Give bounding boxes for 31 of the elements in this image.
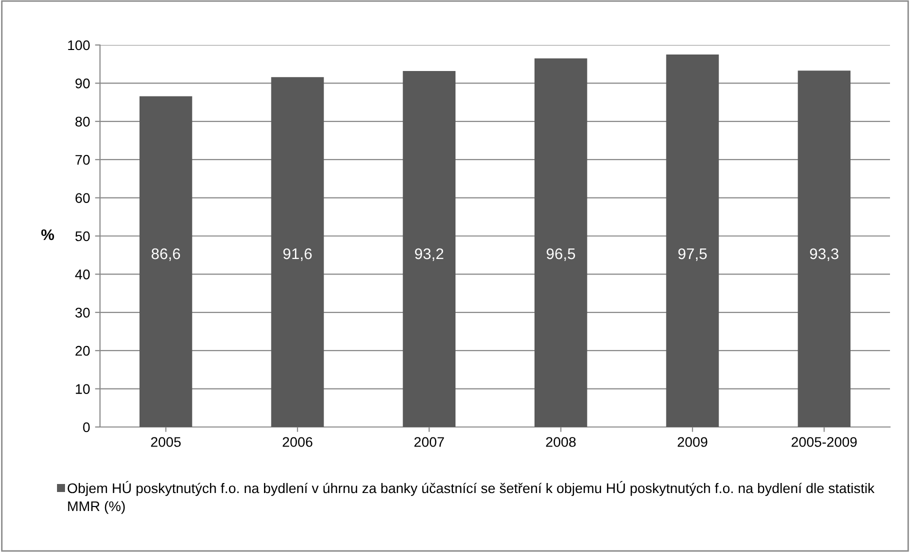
y-tick-label: 100 xyxy=(68,40,90,50)
data-label: 86,6 xyxy=(152,248,180,262)
bar xyxy=(666,54,719,427)
x-tick-label: 2006 xyxy=(282,437,312,447)
y-tick-label: 60 xyxy=(76,193,90,203)
y-tick-label: 10 xyxy=(76,384,90,394)
x-tick-label: 2005-2009 xyxy=(792,437,857,447)
x-tick-label: 2008 xyxy=(546,437,576,447)
y-tick-label: 80 xyxy=(75,116,90,127)
bar xyxy=(271,77,324,427)
y-axis-title: % xyxy=(41,229,54,240)
data-label: 97,5 xyxy=(678,248,707,262)
bar xyxy=(534,58,588,427)
y-tick-label: 40 xyxy=(75,270,90,280)
x-tick-label: 2007 xyxy=(414,437,444,447)
y-tick-label: 20 xyxy=(76,346,90,356)
x-tick-label: 2009 xyxy=(678,437,708,447)
bar xyxy=(140,96,192,427)
y-tick-label: 70 xyxy=(76,154,90,165)
y-tick-label: 0 xyxy=(83,422,90,432)
data-label: 93,2 xyxy=(415,248,444,262)
y-tick-label: 30 xyxy=(75,308,90,318)
legend-label: Objem HÚ poskytnutých f.o. na bydlení v úhrnu za banky účastnící se šetření k objemu HÚ poskytnutých f.o. na bydlení dle statistik MMR (%) xyxy=(68,481,875,514)
data-label: 93,3 xyxy=(810,248,838,262)
y-tick-label: 50 xyxy=(75,231,90,242)
bar xyxy=(798,70,850,427)
bar xyxy=(402,70,456,427)
x-tick-label: 2005 xyxy=(151,437,181,447)
data-label: 96,5 xyxy=(546,248,576,262)
data-label: 91,6 xyxy=(283,248,312,262)
y-tick-label: 90 xyxy=(75,78,90,88)
